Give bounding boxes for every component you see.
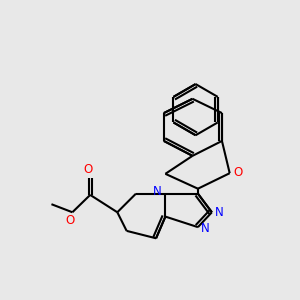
Text: N: N [153, 185, 162, 198]
Text: O: O [65, 214, 75, 227]
Text: N: N [200, 222, 209, 235]
Text: N: N [214, 206, 223, 219]
Text: O: O [83, 163, 92, 176]
Text: O: O [233, 166, 242, 178]
